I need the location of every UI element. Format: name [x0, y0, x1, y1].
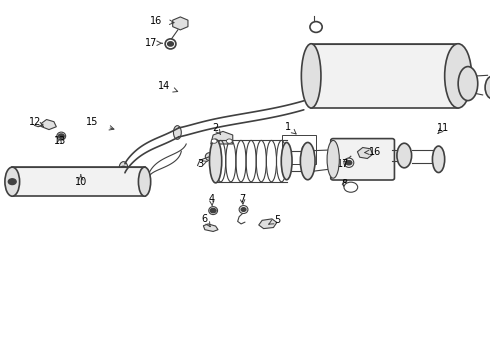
- FancyBboxPatch shape: [311, 44, 458, 108]
- Circle shape: [346, 161, 352, 165]
- Text: 4: 4: [209, 194, 215, 204]
- Ellipse shape: [209, 207, 218, 215]
- Ellipse shape: [57, 132, 66, 140]
- Text: 10: 10: [74, 177, 87, 187]
- Circle shape: [347, 185, 354, 190]
- Polygon shape: [259, 219, 277, 229]
- Ellipse shape: [445, 44, 472, 108]
- Circle shape: [58, 134, 64, 138]
- Ellipse shape: [344, 158, 354, 167]
- Ellipse shape: [344, 182, 358, 192]
- Text: 16: 16: [150, 16, 162, 26]
- Text: 9: 9: [301, 146, 307, 156]
- Circle shape: [211, 139, 217, 143]
- Polygon shape: [203, 224, 218, 231]
- Text: 14: 14: [158, 81, 171, 91]
- Ellipse shape: [205, 153, 214, 161]
- Ellipse shape: [239, 206, 248, 213]
- Circle shape: [168, 42, 173, 46]
- Ellipse shape: [173, 126, 181, 139]
- Ellipse shape: [397, 143, 412, 168]
- Text: 17: 17: [337, 159, 349, 169]
- Ellipse shape: [310, 22, 322, 32]
- Ellipse shape: [117, 170, 126, 179]
- Ellipse shape: [119, 162, 128, 175]
- Ellipse shape: [281, 143, 292, 180]
- Text: 12: 12: [29, 117, 42, 127]
- Text: 5: 5: [274, 215, 280, 225]
- Circle shape: [210, 208, 216, 213]
- Ellipse shape: [301, 44, 321, 108]
- Ellipse shape: [433, 146, 445, 172]
- Ellipse shape: [139, 167, 151, 196]
- Ellipse shape: [210, 139, 221, 183]
- Text: 7: 7: [240, 194, 245, 204]
- Text: 1: 1: [285, 122, 291, 132]
- Text: 2: 2: [213, 123, 219, 133]
- Ellipse shape: [5, 167, 20, 196]
- Text: 8: 8: [342, 179, 347, 189]
- Circle shape: [226, 139, 232, 143]
- Ellipse shape: [327, 140, 339, 178]
- Text: 16: 16: [368, 147, 381, 157]
- Ellipse shape: [458, 67, 478, 100]
- Text: 6: 6: [202, 213, 208, 224]
- Circle shape: [121, 166, 126, 171]
- FancyBboxPatch shape: [12, 167, 145, 196]
- Polygon shape: [211, 131, 233, 144]
- Ellipse shape: [300, 143, 315, 180]
- Polygon shape: [42, 120, 56, 130]
- FancyBboxPatch shape: [331, 139, 394, 180]
- Ellipse shape: [165, 39, 176, 49]
- Text: 13: 13: [54, 136, 66, 146]
- Text: 3: 3: [197, 159, 203, 169]
- Ellipse shape: [485, 76, 490, 99]
- Text: 15: 15: [86, 117, 98, 127]
- Circle shape: [241, 208, 246, 211]
- Text: 17: 17: [145, 38, 157, 48]
- Text: 11: 11: [437, 123, 450, 133]
- Circle shape: [8, 179, 16, 185]
